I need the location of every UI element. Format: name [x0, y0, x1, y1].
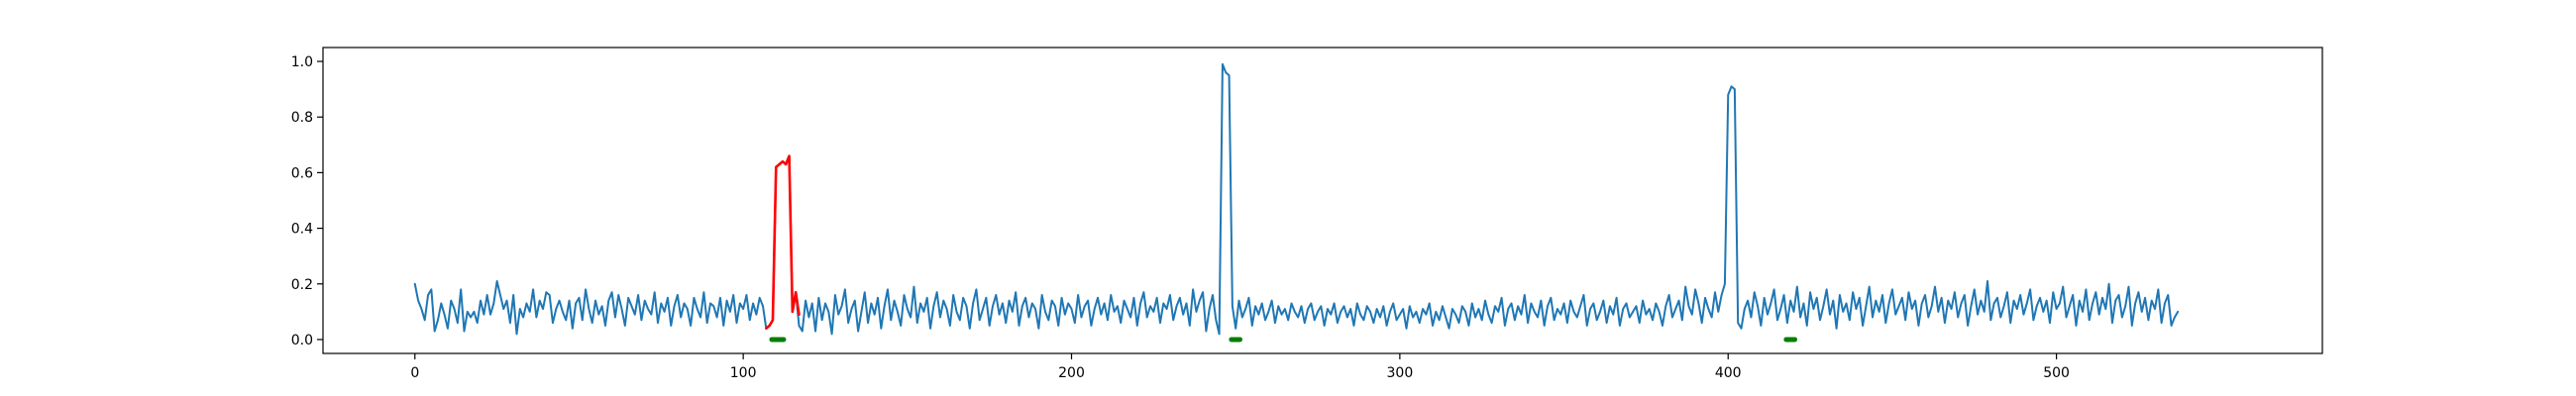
y-tick-label: 0.8 — [291, 110, 313, 126]
y-tick-label: 0.4 — [291, 222, 313, 238]
x-tick-label: 0 — [410, 365, 419, 381]
y-tick-label: 1.0 — [291, 54, 313, 70]
series-line-highlight — [765, 154, 801, 331]
x-tick-label: 400 — [1715, 365, 1742, 381]
x-axis: 0 100 200 300 400 500 — [410, 353, 2070, 381]
series-layer — [413, 62, 2180, 343]
y-axis: 0.0 0.2 0.4 0.6 0.8 1.0 — [291, 54, 323, 348]
series-line-signal — [413, 62, 2180, 336]
x-tick-label: 300 — [1387, 365, 1414, 381]
y-tick-label: 0.2 — [291, 277, 313, 293]
plot-area-frame — [322, 47, 2323, 354]
x-tick-label: 200 — [1058, 365, 1085, 381]
x-tick-label: 100 — [730, 365, 757, 381]
y-tick-label: 0.6 — [291, 165, 313, 181]
x-tick-label: 500 — [2043, 365, 2070, 381]
y-tick-label: 0.0 — [291, 333, 313, 348]
